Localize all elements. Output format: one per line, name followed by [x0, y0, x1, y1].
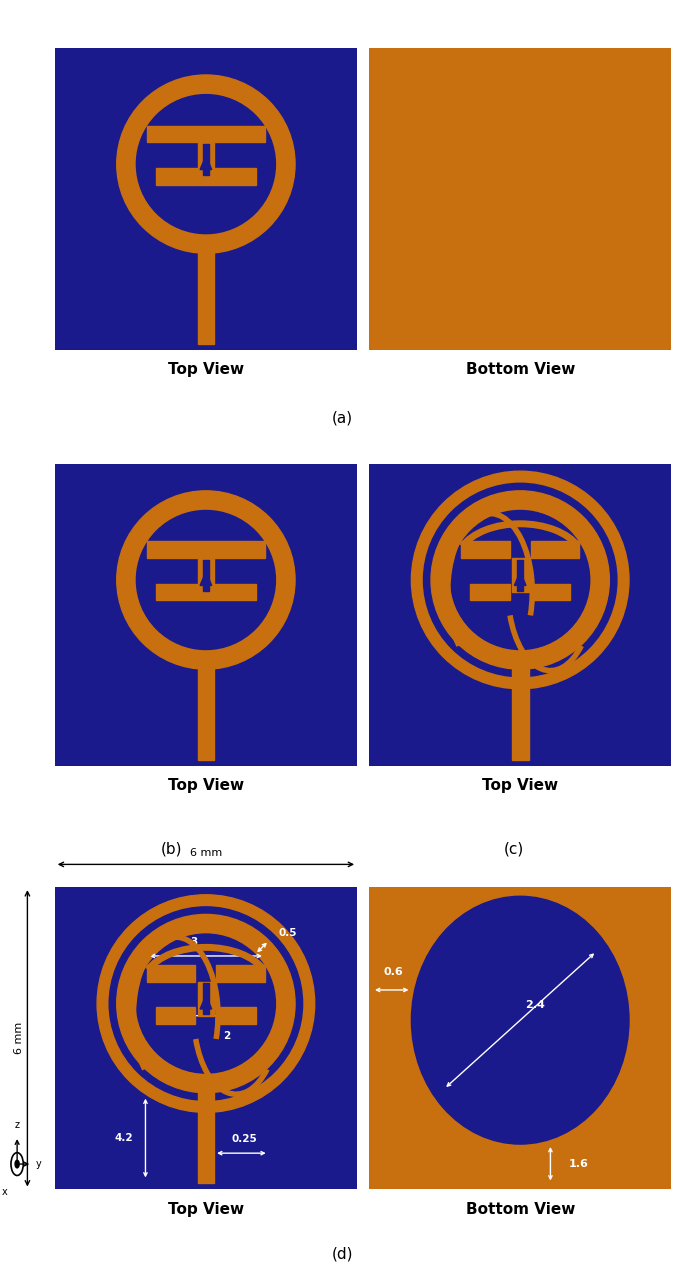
Circle shape: [423, 483, 617, 677]
Bar: [517, 559, 523, 591]
Bar: [156, 583, 256, 600]
Bar: [147, 126, 265, 142]
Ellipse shape: [412, 896, 629, 1144]
Bar: [147, 541, 265, 558]
Bar: [197, 558, 214, 592]
Circle shape: [97, 895, 314, 1112]
Text: 0.6: 0.6: [384, 967, 403, 976]
Polygon shape: [200, 572, 212, 586]
Text: Top View: Top View: [168, 363, 244, 377]
Bar: [512, 668, 529, 760]
Text: 2.4: 2.4: [525, 1000, 545, 1011]
Bar: [197, 142, 214, 176]
Circle shape: [451, 511, 590, 649]
Text: (b): (b): [160, 842, 182, 857]
Text: 4.2: 4.2: [115, 1134, 134, 1142]
Text: Bottom View: Bottom View: [466, 1202, 575, 1216]
Circle shape: [412, 472, 629, 689]
Bar: [147, 965, 195, 981]
Bar: [197, 1092, 214, 1183]
Bar: [531, 583, 570, 600]
Bar: [461, 541, 510, 558]
Bar: [203, 559, 209, 591]
Bar: [471, 583, 510, 600]
Text: (a): (a): [332, 411, 353, 426]
Text: (d): (d): [332, 1246, 353, 1262]
Bar: [216, 965, 265, 981]
Text: y: y: [36, 1159, 41, 1169]
Text: x: x: [2, 1187, 8, 1197]
Text: 3: 3: [190, 937, 197, 947]
Circle shape: [116, 914, 295, 1093]
Circle shape: [109, 907, 303, 1101]
Circle shape: [136, 935, 275, 1073]
Text: (c): (c): [503, 842, 524, 857]
Text: 0.5: 0.5: [278, 927, 297, 937]
Bar: [156, 167, 256, 185]
Text: Top View: Top View: [482, 779, 558, 792]
Text: 6 mm: 6 mm: [190, 848, 222, 858]
Bar: [156, 1007, 195, 1025]
Bar: [197, 668, 214, 760]
Text: Top View: Top View: [168, 1202, 244, 1216]
Text: Top View: Top View: [168, 779, 244, 792]
Bar: [216, 1007, 256, 1025]
Bar: [531, 541, 579, 558]
Polygon shape: [200, 995, 212, 1009]
Polygon shape: [200, 156, 212, 170]
Bar: [197, 252, 214, 344]
Circle shape: [116, 491, 295, 670]
Bar: [203, 143, 209, 175]
Circle shape: [116, 75, 295, 254]
Circle shape: [136, 511, 275, 649]
Bar: [512, 558, 529, 592]
Circle shape: [136, 95, 275, 233]
Circle shape: [431, 491, 610, 670]
Polygon shape: [514, 572, 526, 586]
Text: 6 mm: 6 mm: [14, 1022, 24, 1055]
Bar: [203, 983, 209, 1014]
Text: 1.6: 1.6: [569, 1159, 588, 1169]
Text: Bottom View: Bottom View: [466, 363, 575, 377]
Text: 2: 2: [223, 1031, 231, 1041]
Text: 0.25: 0.25: [232, 1134, 258, 1144]
Bar: [197, 981, 214, 1016]
Text: z: z: [14, 1120, 20, 1130]
